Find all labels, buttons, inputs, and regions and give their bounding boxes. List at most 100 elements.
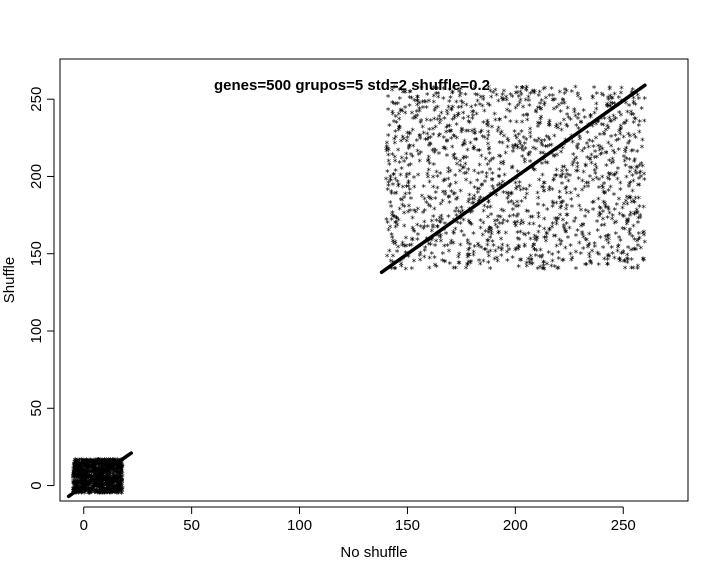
scatter-point: * [586,180,591,190]
scatter-point: * [111,487,116,497]
scatter-point: * [100,463,105,473]
scatter-point: * [443,129,448,139]
scatter-point: * [554,221,559,231]
scatter-point: * [92,475,97,485]
scatter-point: * [634,148,639,158]
scatter-point: * [98,487,103,497]
scatter-point: * [463,128,468,138]
scatter-point: * [76,490,81,500]
scatter-point: * [630,188,635,198]
scatter-point: * [86,484,91,494]
scatter-point: * [100,458,105,468]
scatter-point: * [75,468,80,478]
scatter-point: * [71,463,76,473]
scatter-point: * [597,204,602,214]
scatter-point: * [85,463,90,473]
scatter-point: * [575,93,580,103]
scatter-point: * [626,131,631,141]
scatter-point: * [85,464,90,474]
scatter-point: * [71,480,76,490]
scatter-point: * [98,458,103,468]
scatter-point: * [392,241,397,251]
scatter-point: * [625,252,630,262]
scatter-point: * [95,479,100,489]
scatter-point: * [635,263,640,273]
scatter-point: * [103,487,108,497]
scatter-point: * [119,478,124,488]
scatter-point: * [524,208,529,218]
scatter-point: * [559,200,564,210]
scatter-point: * [116,462,121,472]
scatter-point: * [431,146,436,156]
scatter-point: * [74,464,79,474]
scatter-point: * [604,261,609,271]
scatter-point: * [91,458,96,468]
scatter-point: * [115,470,120,480]
scatter-point: * [97,460,102,470]
scatter-point: * [101,459,106,469]
scatter-point: * [107,458,112,468]
scatter-point: * [97,457,102,467]
scatter-point: * [631,223,636,233]
scatter-point: * [81,460,86,470]
scatter-point: * [103,459,108,469]
scatter-point: * [537,104,542,114]
scatter-point: * [384,144,389,154]
scatter-point: * [86,465,91,475]
scatter-point: * [528,253,533,263]
scatter-point: * [430,147,435,157]
scatter-point: * [91,464,96,474]
scatter-point: * [86,480,91,490]
scatter-point: * [104,479,109,489]
scatter-point: * [86,474,91,484]
scatter-point: * [76,461,81,471]
scatter-point: * [105,485,110,495]
y-tick-label: 250 [28,87,45,112]
scatter-point: * [76,468,81,478]
scatter-point: * [465,240,470,250]
scatter-point: * [117,466,122,476]
scatter-point: * [76,473,81,483]
scatter-point: * [105,458,110,468]
scatter-point: * [422,248,427,258]
scatter-point: * [79,489,84,499]
scatter-point: * [103,488,108,498]
scatter-point: * [448,136,453,146]
scatter-point: * [115,475,120,485]
scatter-point: * [105,459,110,469]
scatter-point: * [524,191,529,201]
scatter-point: * [84,471,89,481]
scatter-point: * [81,457,86,467]
scatter-point: * [426,154,431,164]
scatter-point: * [444,108,449,118]
scatter-point: * [116,462,121,472]
scatter-point: * [73,467,78,477]
scatter-point: * [445,123,450,133]
scatter-point: * [91,467,96,477]
scatter-point: * [112,475,117,485]
scatter-point: * [108,478,113,488]
scatter-point: * [501,159,506,169]
scatter-point: * [559,239,564,249]
scatter-point: * [89,461,94,471]
scatter-point: * [84,463,89,473]
scatter-point: * [414,109,419,119]
scatter-point: * [385,107,390,117]
scatter-point: * [101,460,106,470]
scatter-point: * [118,486,123,496]
scatter-point: * [96,489,101,499]
scatter-point: * [413,115,418,125]
scatter-point: * [405,135,410,145]
scatter-point: * [560,217,565,227]
scatter-point: * [80,469,85,479]
scatter-point: * [106,458,111,468]
scatter-point: * [72,465,77,475]
scatter-point: * [112,483,117,493]
scatter-point: * [118,469,123,479]
scatter-point: * [429,250,434,260]
scatter-point: * [429,237,434,247]
scatter-point: * [595,119,600,129]
scatter-point: * [466,197,471,207]
scatter-point: * [110,479,115,489]
scatter-point: * [116,475,121,485]
